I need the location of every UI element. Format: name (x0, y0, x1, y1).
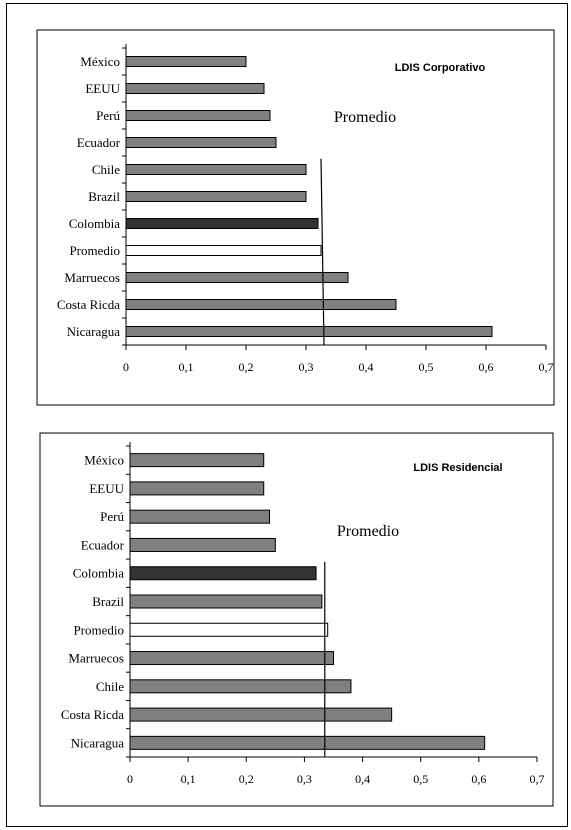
category-label: Promedio (69, 243, 120, 258)
reference-annotation: Promedio (337, 523, 399, 540)
category-label: Colombia (73, 566, 125, 581)
category-label: EEUU (85, 81, 120, 96)
category-label: Ecuador (81, 537, 125, 552)
x-tick-label: 0,6 (479, 360, 494, 374)
category-label: Chile (96, 679, 124, 694)
page-frame (6, 3, 568, 827)
bar-eeuu (129, 481, 265, 496)
x-tick-label: 0 (123, 360, 129, 374)
category-label: Perú (100, 509, 124, 524)
x-tick-label: 0 (127, 772, 133, 786)
chart-ldis-residencial: LDIS Residencial Promedio México EEUU Perú… (39, 432, 554, 807)
category-label: Brazil (88, 189, 120, 204)
bar-promedio (129, 622, 329, 637)
average-line (320, 158, 325, 346)
bar-chile (129, 679, 352, 694)
x-tick-label: 0,1 (179, 360, 194, 374)
category-label: EEUU (89, 481, 124, 496)
category-label: Marruecos (64, 270, 120, 285)
bar-costa-ricda (129, 707, 393, 722)
chart-box (36, 29, 555, 406)
bar-brazil (125, 191, 307, 202)
bar-promedio (125, 245, 322, 256)
bar-perú (129, 509, 271, 524)
x-tick-label: 0,4 (355, 772, 370, 786)
x-tick-label: 0,6 (471, 772, 486, 786)
bar-nicaragua (125, 326, 493, 337)
bar-nicaragua (129, 735, 486, 750)
bar-méxico (125, 56, 247, 67)
bar-méxico (129, 453, 265, 468)
category-label: Costa Ricda (57, 297, 120, 312)
bar-chile (125, 164, 307, 175)
x-tick-label: 0,1 (181, 772, 196, 786)
category-label: Perú (96, 108, 120, 123)
bar-eeuu (125, 83, 265, 94)
bar-costa-ricda (125, 299, 397, 310)
bar-ecuador (125, 137, 277, 148)
category-label: Ecuador (77, 135, 121, 150)
bar-brazil (129, 594, 323, 609)
bar-marruecos (129, 651, 334, 666)
category-label: Nicaragua (71, 735, 125, 750)
chart-title: LDIS Residencial (413, 462, 502, 474)
bar-marruecos (125, 272, 349, 283)
x-tick-label: 0,7 (530, 772, 545, 786)
x-tick-label: 0,3 (299, 360, 314, 374)
category-label: Marruecos (68, 651, 124, 666)
bar-colombia (129, 566, 317, 581)
x-tick-label: 0,3 (297, 772, 312, 786)
category-label: Colombia (69, 216, 121, 231)
bar-ecuador (129, 537, 276, 552)
bar-colombia (125, 218, 319, 229)
category-label: Promedio (73, 622, 124, 637)
chart-ldis-corporativo: LDIS Corporativo Promedio México EEUU Perú… (36, 29, 555, 406)
category-label: México (80, 54, 120, 69)
category-label: Nicaragua (67, 324, 121, 339)
x-tick-label: 0,5 (419, 360, 434, 374)
bar-perú (125, 110, 271, 121)
category-label: Brazil (92, 594, 124, 609)
x-tick-label: 0,2 (239, 360, 254, 374)
x-tick-label: 0,7 (539, 360, 554, 374)
category-label: Costa Ricda (61, 707, 124, 722)
x-tick-label: 0,5 (413, 772, 428, 786)
x-tick-label: 0,4 (359, 360, 374, 374)
chart-title: LDIS Corporativo (395, 62, 486, 74)
category-label: Chile (92, 162, 120, 177)
reference-annotation: Promedio (334, 109, 396, 126)
category-label: México (84, 453, 124, 468)
x-tick-label: 0,2 (239, 772, 254, 786)
